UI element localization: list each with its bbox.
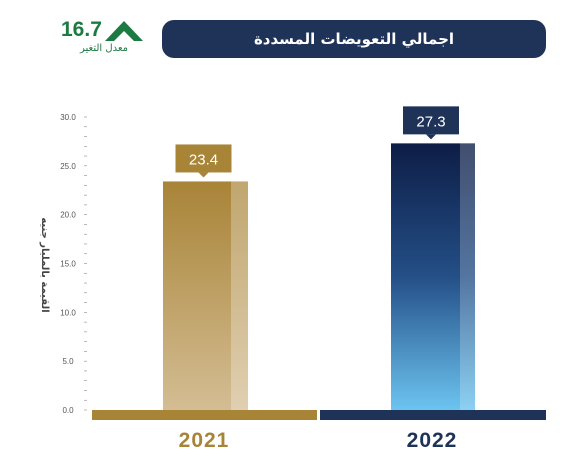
y-tick-label: 15.0 (60, 260, 76, 269)
chart-title-banner: اجمالي التعويضات المسددة (162, 20, 546, 58)
x-label-2022: 2022 (407, 429, 458, 452)
y-axis: 0.0 5.0 10.0 15.0 20.0 25.0 30.0 (60, 113, 87, 415)
up-arrow-icon (105, 21, 143, 41)
bar-2021-highlight (231, 181, 248, 410)
bar-2022 (391, 143, 475, 410)
y-tick-label: 25.0 (60, 162, 76, 171)
bar-2021 (163, 181, 248, 410)
data-label-pointer-2022 (426, 134, 436, 140)
bar-2022-highlight (460, 143, 475, 410)
y-axis-label: القيمة بالمليار جنيه (39, 217, 50, 312)
base-band-2021 (92, 410, 317, 420)
y-tick-label: 20.0 (60, 211, 76, 220)
y-tick-label: 10.0 (60, 308, 76, 317)
y-tick-label: 30.0 (60, 113, 76, 122)
base-band-2022 (320, 410, 546, 420)
data-label-2021: 23.4 (189, 151, 218, 168)
bars: 23.4 27.3 (163, 106, 475, 410)
base-bands (92, 410, 546, 420)
x-label-2021: 2021 (179, 429, 230, 452)
data-label-box-2021 (175, 144, 232, 173)
chart-title: اجمالي التعويضات المسددة (253, 30, 455, 48)
y-tick-label: 5.0 (62, 357, 74, 366)
change-value: 16.7 (61, 18, 102, 41)
change-label: معدل التغير (79, 43, 129, 54)
x-axis-labels: 2021 2022 (179, 429, 458, 452)
data-label-box-2022 (403, 106, 459, 135)
data-label-pointer-2021 (198, 172, 209, 178)
y-tick-label: 0.0 (62, 406, 74, 415)
data-label-2022: 27.3 (416, 113, 445, 130)
